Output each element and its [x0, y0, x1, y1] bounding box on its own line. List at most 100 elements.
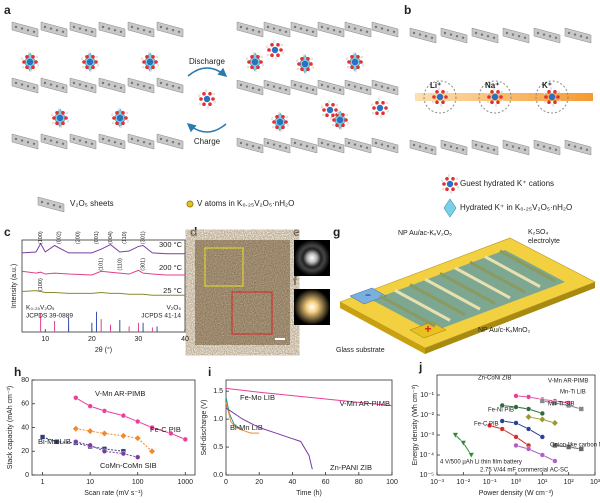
peak-label: (110): [117, 258, 123, 271]
sheet-atom: [474, 143, 478, 147]
sheet-atom: [165, 139, 169, 142]
panel-label: j: [418, 360, 422, 374]
water-o: [121, 121, 125, 125]
water-o: [272, 120, 276, 124]
sheet-atom: [347, 83, 351, 87]
water-h: [492, 87, 496, 90]
sheet-atom: [159, 81, 163, 85]
series-line: [75, 441, 138, 458]
sheet-atom: [338, 30, 342, 33]
v2o5-sheet: [533, 139, 561, 156]
water-h: [29, 69, 33, 72]
water-o: [547, 90, 551, 94]
water-o: [250, 65, 254, 69]
series-line: [502, 420, 543, 438]
sheet-atom: [517, 147, 521, 150]
marker: [182, 436, 188, 442]
marker: [538, 415, 546, 423]
water-o: [553, 90, 557, 94]
water-o: [284, 120, 288, 124]
water-o: [31, 55, 35, 59]
sheet-atom: [32, 30, 36, 33]
reference-source: JCPDS 39-0889: [26, 313, 73, 320]
legend-icon: [186, 200, 194, 208]
water-o: [499, 95, 503, 99]
k-ion: [436, 93, 444, 101]
marker: [134, 434, 142, 442]
marker: [73, 439, 79, 445]
marker: [539, 410, 545, 417]
water-o: [350, 55, 354, 59]
panel-label: a: [4, 3, 11, 17]
v2o5-sheet: [409, 27, 437, 44]
sheet-atom: [511, 145, 515, 148]
v2o5-sheet: [502, 27, 530, 44]
water-o: [341, 123, 345, 127]
sheet-atom: [49, 139, 53, 142]
sheet-atom: [380, 85, 384, 88]
y-tick-label: 0.5: [213, 444, 223, 451]
y-tick-label: 10⁻⁵: [420, 472, 434, 479]
sheet-atom: [257, 146, 261, 149]
sheet-atom: [43, 25, 47, 29]
water-h: [81, 57, 84, 60]
water-o: [55, 111, 59, 115]
marker: [149, 424, 155, 431]
water-o: [250, 55, 254, 59]
water-h: [271, 117, 274, 120]
sheet-atom: [353, 85, 357, 88]
water-h: [111, 113, 114, 116]
sheet-atom: [278, 87, 282, 90]
water-h: [212, 92, 215, 95]
reference-source: JCPDS 41-14: [141, 313, 181, 320]
water-h: [254, 69, 258, 72]
v2o5-sheet: [263, 137, 291, 154]
water-h: [126, 120, 129, 123]
water-o: [94, 60, 98, 64]
water-h: [372, 112, 375, 115]
sheet-atom: [119, 142, 123, 145]
marker: [525, 413, 533, 421]
sheet-atom: [266, 141, 270, 145]
x-tick-label: 1: [41, 479, 45, 486]
sheet-atom: [142, 29, 146, 32]
marker: [552, 458, 558, 464]
water-h: [57, 108, 61, 111]
water-h: [385, 101, 388, 104]
sheet-atom: [332, 87, 336, 90]
sheet-atom: [61, 86, 65, 90]
sheet-atom: [107, 83, 111, 86]
sheet-atom: [72, 25, 76, 29]
marker: [135, 454, 141, 460]
arrow-label: Discharge: [189, 57, 226, 66]
water-o: [115, 111, 119, 115]
marker: [513, 404, 519, 410]
sheet-atom: [78, 83, 82, 86]
series-line: [489, 424, 529, 446]
y-tick-label: 10⁻⁴: [420, 452, 435, 459]
series-name: 2.75 V/44 mF commercial AC-SC: [480, 468, 569, 474]
water-o: [281, 115, 285, 119]
panel-label: g: [333, 225, 340, 239]
sheet-atom: [239, 83, 243, 87]
water-o: [334, 108, 338, 112]
k-ion: [351, 58, 359, 66]
sheet-atom: [392, 88, 396, 92]
water-h: [252, 52, 256, 55]
marker: [525, 394, 532, 400]
water-o: [64, 116, 68, 120]
v2o5-sheet: [263, 21, 291, 38]
marker: [513, 434, 519, 440]
y-axis-label: Stack capacity (mAh cm⁻³): [7, 386, 14, 469]
water-h: [22, 66, 25, 69]
sheet-atom: [374, 25, 378, 29]
series-name: Fe-C PIB: [474, 422, 499, 428]
water-o: [55, 121, 59, 125]
water-o: [270, 53, 274, 57]
water-o: [432, 95, 436, 99]
water-h: [281, 52, 284, 55]
v2o5-sheet: [564, 139, 592, 156]
v2o5-sheet: [11, 21, 39, 38]
water-o: [435, 90, 439, 94]
water-h: [449, 191, 453, 194]
